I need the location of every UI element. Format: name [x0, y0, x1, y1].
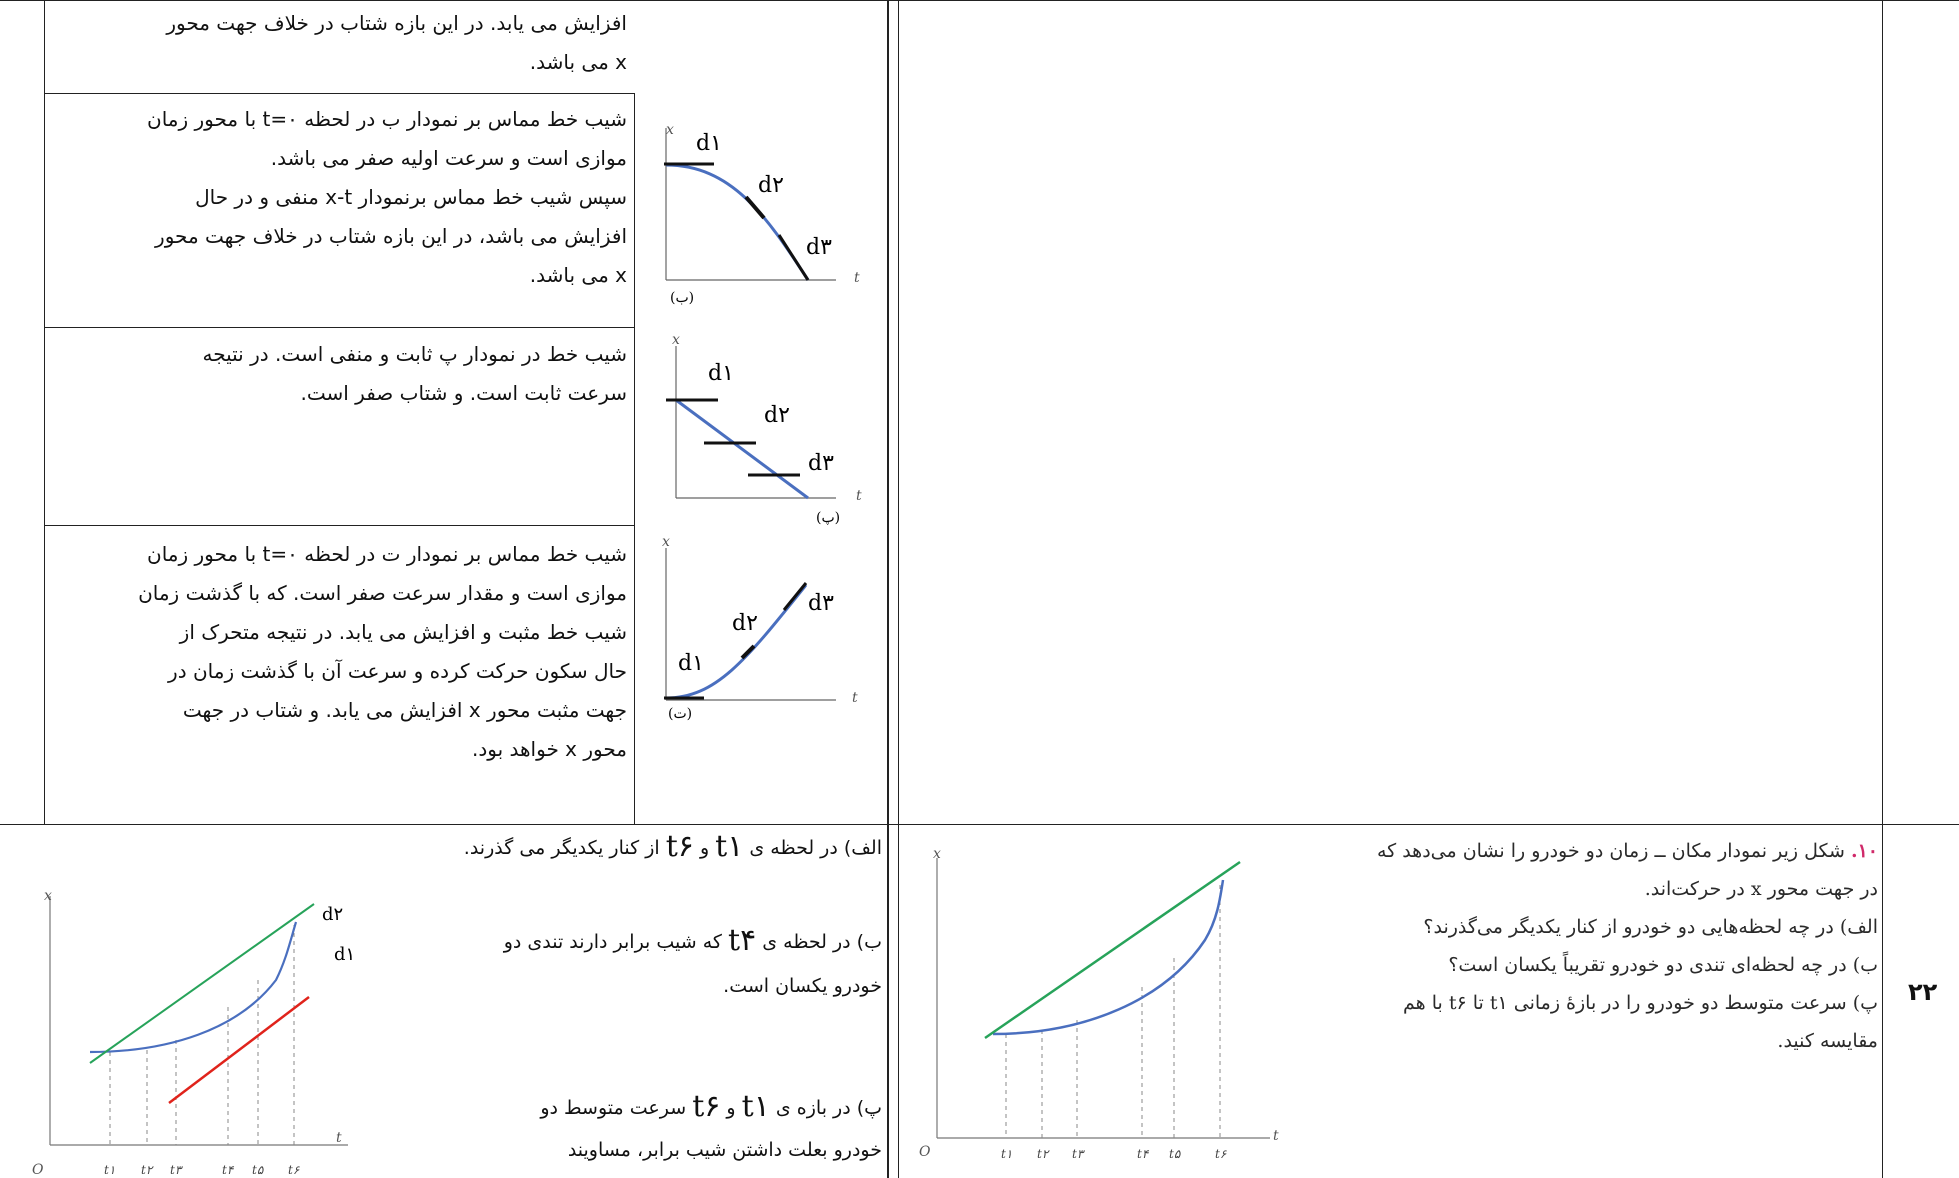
graph-caption: (ب)	[670, 290, 694, 306]
question-text: ۱۰. شکل زیر نمودار مکان ــ زمان دو خودرو…	[1290, 832, 1878, 1060]
tick-t4: t۴	[1137, 1147, 1150, 1161]
tick-t3: t۳	[1072, 1147, 1086, 1161]
d2-label: d۲	[764, 403, 790, 428]
row-number: ۲۲	[1908, 978, 1938, 1006]
axis-t-label: t	[1273, 1128, 1279, 1144]
text-line: شیب خط مماس بر نمودار ت در لحظه t=۰ با م…	[147, 542, 627, 566]
answer-graph: x t O d۲ d۱ t۱ t۲ t۳ t۴ t۵ t۶	[32, 888, 355, 1178]
axis-t-label: t	[336, 1130, 342, 1146]
answer-pe: پ) در بازه ی t۱ و t۶ سرعت متوسط دو خودرو…	[440, 1088, 882, 1169]
question-line: در جهت محور x در حرکت‌اند.	[1644, 878, 1878, 900]
explanation-cell: افزایش می یابد. در این بازه شتاب در خلاف…	[57, 4, 627, 82]
table-row-line	[44, 93, 634, 94]
explanation-cell: شیب خط در نمودار پ ثابت و منفی است. در ن…	[57, 335, 627, 413]
question-line: الف) در چه لحظه‌هایی دو خودرو از کنار یک…	[1423, 916, 1878, 938]
tick-t1: t۱	[104, 1163, 115, 1177]
question-graph: x t O t۱ t۲ t۳ t۴ t۵ t۶	[919, 846, 1279, 1161]
t6-symbol: t۶	[665, 829, 694, 864]
d3-label: d۳	[808, 451, 834, 476]
table-border-top	[0, 0, 1959, 1]
tick-t2: t۲	[141, 1163, 154, 1177]
d3-label: d۳	[806, 235, 832, 260]
table-col-line	[887, 0, 889, 1178]
text-line: شیب خط مثبت و افزایش می یابد. در نتیجه م…	[179, 620, 627, 644]
text-line: شیب خط در نمودار پ ثابت و منفی است. در ن…	[202, 342, 627, 366]
d3-label: d۳	[808, 591, 834, 616]
graph-pe: x t d۱ d۲ d۳ (پ)	[666, 332, 862, 525]
question-line: مقایسه کنید.	[1777, 1030, 1878, 1052]
text-line: سرعت ثابت است. و شتاب صفر است.	[300, 381, 627, 405]
question-line: ۱۰. شکل زیر نمودار مکان ــ زمان دو خودرو…	[1376, 840, 1878, 862]
answer-alef: الف) در لحظه ی t۱ و t۶ از کنار یکدیگر می…	[463, 829, 882, 864]
axis-t-label: t	[854, 270, 860, 286]
text-line: جهت مثبت محور x افزایش می یابد. و شتاب د…	[182, 698, 627, 722]
d1-label: d۱	[334, 944, 355, 965]
question-line: پ) سرعت متوسط دو خودرو را در بازهٔ زمانی…	[1403, 992, 1878, 1014]
tick-t6: t۶	[1215, 1147, 1227, 1161]
table-row-line	[44, 525, 634, 526]
text-line: حال سکون حرکت کرده و سرعت آن با گذشت زما…	[168, 659, 627, 683]
table-row-line	[44, 327, 634, 328]
explanation-cell: شیب خط مماس بر نمودار ب در لحظه t=۰ با م…	[57, 100, 627, 295]
axis-x-label: x	[933, 846, 941, 862]
d2-label: d۲	[732, 611, 758, 636]
d2-label: d۲	[758, 173, 784, 198]
text-line: موازی است و مقدار سرعت صفر است. که با گذ…	[138, 581, 627, 605]
table-col-line	[1882, 0, 1883, 1178]
graph-caption: (ت)	[668, 706, 692, 722]
text-line: x می باشد.	[529, 50, 627, 74]
table-row-line	[0, 824, 1959, 825]
text-line: x می باشد.	[529, 263, 627, 287]
tick-t1: t۱	[1001, 1147, 1012, 1161]
d2-label: d۲	[322, 904, 343, 925]
tick-t4: t۴	[222, 1163, 235, 1177]
text-line: موازی است و سرعت اولیه صفر می باشد.	[270, 146, 627, 170]
axis-x-label: x	[666, 122, 674, 138]
axis-t-label: t	[856, 488, 862, 504]
tick-t5: t۵	[252, 1163, 264, 1177]
text-line: افزایش می یابد. در این بازه شتاب در خلاف…	[166, 11, 627, 35]
text-line: افزایش می باشد، در این بازه شتاب در خلاف…	[155, 224, 627, 248]
tick-t3: t۳	[170, 1163, 184, 1177]
tick-t5: t۵	[1169, 1147, 1181, 1161]
d1-label: d۱	[708, 361, 734, 386]
table-col-line	[634, 93, 635, 824]
table-col-line	[898, 0, 899, 1178]
table-col-line	[44, 0, 45, 824]
question-line: ب) در چه لحظه‌ای تندی دو خودرو تقریباً ی…	[1448, 954, 1878, 976]
answer-line: پ) در بازه ی t۱ و t۶ سرعت متوسط دو	[540, 1089, 882, 1124]
axis-x-label: x	[44, 888, 52, 904]
answer-line: خودرو یکسان است.	[723, 975, 882, 997]
text-line: سپس شیب خط مماس برنمودار x-t منفی و در ح…	[195, 185, 627, 209]
text-line: شیب خط مماس بر نمودار ب در لحظه t=۰ با م…	[147, 107, 627, 131]
tick-t6: t۶	[288, 1163, 300, 1177]
answer-line: خودرو بعلت داشتن شیب برابر، مساویند	[567, 1139, 882, 1161]
axis-t-label: t	[852, 690, 858, 706]
answer-line: ب) در لحظه ی t۴ که شیب برابر دارند تندی …	[503, 923, 882, 958]
t1-symbol: t۱	[741, 1089, 770, 1124]
axis-x-label: x	[672, 332, 680, 348]
tick-t2: t۲	[1037, 1147, 1050, 1161]
answer-be: ب) در لحظه ی t۴ که شیب برابر دارند تندی …	[400, 922, 882, 1005]
origin-label: O	[32, 1162, 44, 1178]
origin-label: O	[919, 1144, 931, 1160]
axis-x-label: x	[662, 534, 670, 550]
text-line: محور x خواهد بود.	[471, 737, 627, 761]
t4-symbol: t۴	[728, 923, 757, 958]
d1-label: d۱	[678, 651, 704, 676]
graph-b: x t d۱ d۲ d۳ (ب)	[664, 122, 860, 306]
explanation-cell: شیب خط مماس بر نمودار ت در لحظه t=۰ با م…	[57, 535, 627, 769]
t1-symbol: t۱	[715, 829, 744, 864]
graph-te: x t d۱ d۲ d۳ (ت)	[662, 534, 858, 722]
t6-symbol: t۶	[692, 1089, 721, 1124]
d1-label: d۱	[696, 131, 722, 156]
graph-caption: (پ)	[816, 510, 840, 525]
question-number: ۱۰.	[1850, 840, 1878, 862]
